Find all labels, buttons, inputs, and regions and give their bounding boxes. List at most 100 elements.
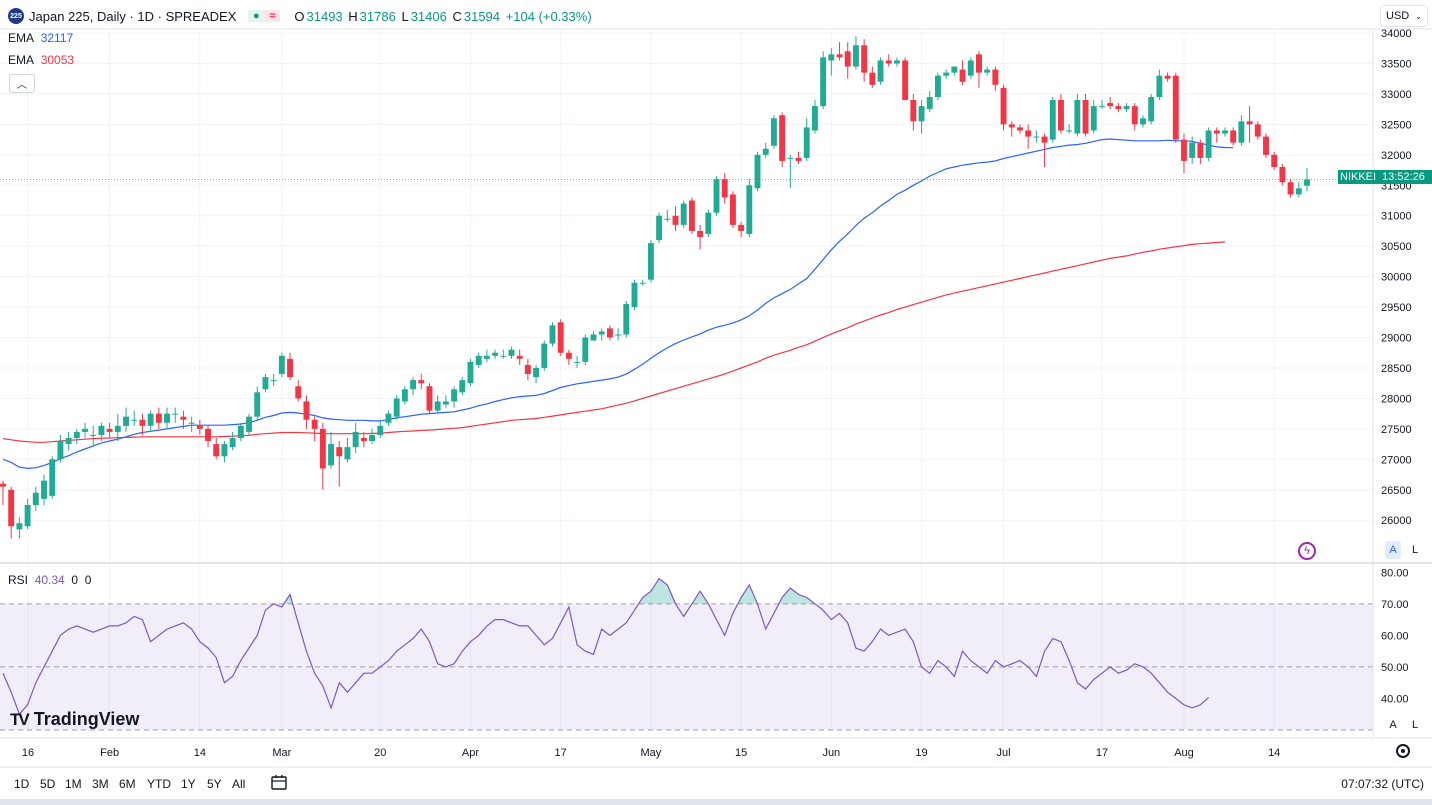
candle (1304, 167, 1310, 192)
candle-body (1090, 106, 1097, 131)
candle (418, 374, 425, 390)
rsi-log-scale-button[interactable]: L (1411, 719, 1419, 731)
candle-body (1131, 106, 1138, 125)
candle-body (237, 425, 244, 438)
candle (41, 474, 47, 505)
candle-body (426, 386, 433, 411)
timeframe-1d[interactable]: 1D (14, 777, 30, 791)
utc-clock[interactable]: 07:07:32 (UTC) (1341, 777, 1424, 791)
candle (451, 386, 458, 408)
candle-body (246, 416, 252, 432)
candle-body (959, 69, 966, 82)
rsi-tick-label: 60.00 (1381, 630, 1409, 642)
candle (1000, 84, 1007, 131)
candle (852, 36, 859, 70)
candle (336, 441, 343, 487)
timeframe-1y[interactable]: 1Y (181, 777, 196, 791)
ema-fast-line (2, 138, 1234, 470)
gear-icon[interactable] (1396, 744, 1410, 758)
candle-body (57, 441, 64, 460)
timeframe-5d[interactable]: 5D (40, 777, 56, 791)
candle (1156, 69, 1163, 101)
calendar-icon[interactable] (270, 773, 288, 791)
candle-body (196, 425, 203, 429)
log-scale-button[interactable]: L (1411, 544, 1419, 556)
candle-body (287, 358, 293, 378)
price-tick-label: 30500 (1381, 241, 1412, 253)
price-tick-label: 29000 (1381, 333, 1412, 345)
candle-body (533, 367, 540, 378)
candle-body (967, 60, 974, 76)
candle (434, 395, 441, 414)
candle (828, 48, 835, 76)
candle (885, 54, 892, 67)
candle-body (459, 380, 466, 393)
candle (360, 431, 367, 448)
candle-body (836, 54, 843, 58)
candle-body (1107, 103, 1114, 107)
candle (328, 431, 335, 469)
timeframe-6m[interactable]: 6M (119, 777, 136, 791)
ema-slow-line (2, 241, 1226, 443)
timeframe-ytd[interactable]: YTD (147, 777, 171, 791)
timeframe-1m[interactable]: 1M (65, 777, 82, 791)
candle (688, 197, 695, 234)
candle (0, 480, 6, 505)
candle-body (1279, 167, 1286, 183)
candle (1041, 133, 1048, 168)
candle-body (278, 355, 285, 375)
candle (393, 395, 400, 420)
collapse-legend-button[interactable]: ︿ (9, 74, 35, 93)
ohlc-readout: O 31493 H 31786 L 31406 C 31594 +104 (+0.33%… (294, 8, 592, 24)
status-pill[interactable]: ● ≈ (248, 8, 281, 24)
candle-body (631, 282, 638, 308)
price-tick-label: 32500 (1381, 119, 1412, 131)
candle (508, 346, 515, 359)
candle (795, 151, 802, 164)
timeframe-5y[interactable]: 5Y (207, 777, 222, 791)
candle-body (1000, 87, 1007, 125)
chart-title[interactable]: Japan 225, Daily · 1D · SPREADEX (29, 8, 237, 24)
timeframe-all[interactable]: All (232, 777, 246, 791)
candle (270, 374, 277, 387)
candle (1131, 103, 1138, 131)
ema-fast-legend[interactable]: EMA 32117 (8, 31, 74, 45)
candle (442, 395, 449, 408)
candle-body (1025, 130, 1032, 137)
candle (606, 325, 613, 341)
candle-body (24, 504, 31, 527)
candle-body (73, 431, 80, 438)
chevron-up-icon: ︿ (17, 80, 27, 91)
candle-body (705, 212, 712, 234)
currency-select[interactable]: USD ⌄ (1380, 5, 1428, 27)
tradingview-logo[interactable]: TV TradingView (10, 709, 139, 730)
axes: 26000 26500 27000 27500 28000 28500 29000 29500… (0, 28, 1432, 768)
candle-body (779, 115, 786, 161)
candle-body (1049, 100, 1056, 140)
ema-slow-legend[interactable]: EMA 30053 (8, 53, 75, 67)
lightning-icon[interactable]: ϟ (1298, 542, 1316, 560)
candle-body (1164, 75, 1171, 79)
candle (344, 437, 351, 463)
candle (1205, 127, 1212, 161)
candle (57, 434, 64, 463)
candle (1008, 121, 1015, 137)
rsi-auto-scale-button[interactable]: A (1389, 719, 1397, 731)
candle-body (803, 127, 810, 158)
candle-body (1304, 179, 1310, 186)
candle (303, 395, 310, 429)
rsi-legend[interactable]: RSI 40.34 0 0 (8, 573, 92, 587)
candle (754, 151, 761, 192)
candle (1017, 124, 1023, 134)
timeframe-3m[interactable]: 3M (92, 777, 109, 791)
price-tick-label: 28000 (1381, 393, 1412, 405)
candle-body (1066, 130, 1073, 132)
chevron-down-icon: ⌄ (1415, 11, 1422, 21)
candle-body (262, 377, 269, 390)
candle (770, 115, 777, 149)
auto-scale-button[interactable]: A (1385, 541, 1401, 559)
candle-body (1238, 121, 1245, 143)
candle (844, 42, 851, 79)
candle (254, 386, 261, 420)
